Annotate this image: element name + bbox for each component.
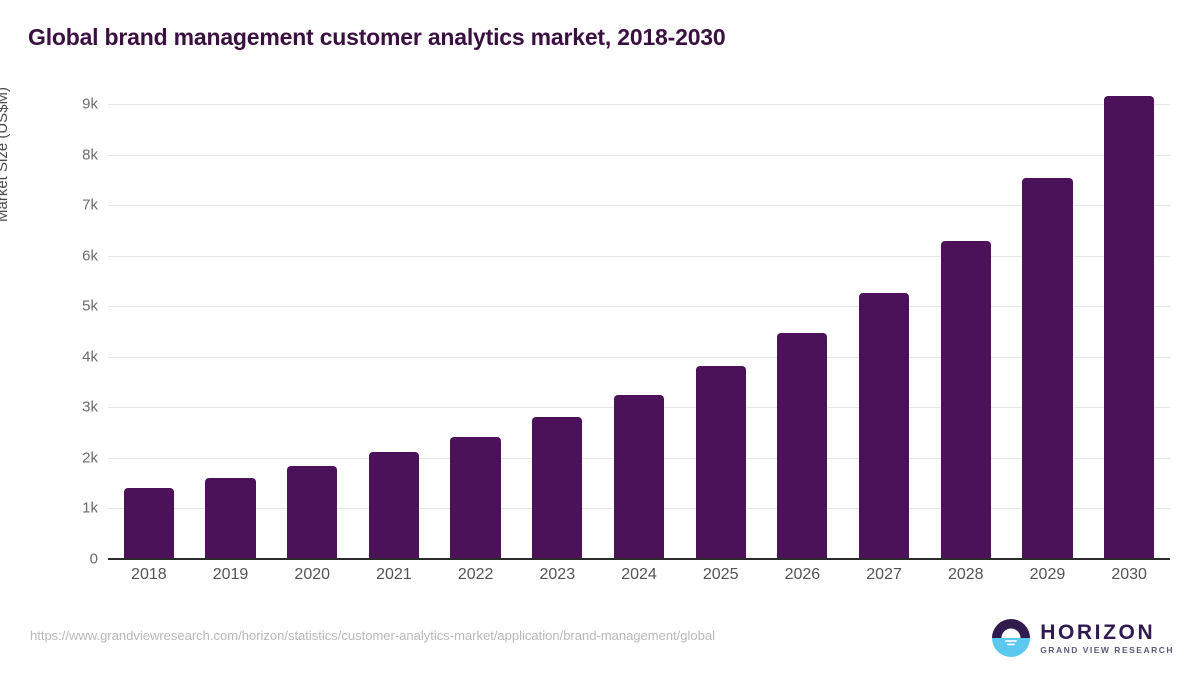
bar[interactable] — [532, 417, 583, 559]
source-url[interactable]: https://www.grandviewresearch.com/horizo… — [30, 628, 715, 643]
gridline — [108, 255, 1170, 257]
plot-area — [108, 96, 1170, 560]
y-tick-label: 6k — [82, 247, 98, 265]
y-tick-label: 3k — [82, 398, 98, 416]
x-tick-label: 2022 — [457, 566, 494, 583]
bar[interactable] — [205, 478, 256, 559]
chart-title: Global brand management customer analyti… — [28, 24, 726, 50]
x-tick-label: 2024 — [621, 566, 657, 583]
y-axis-title: Market Size (US$M) — [0, 86, 11, 222]
y-axis-tick-labels: 0 1k 2k 3k 4k 5k 6k 7k 8k 9k — [28, 96, 98, 568]
y-tick-label: 9k — [82, 95, 98, 113]
gridline — [108, 306, 1170, 308]
bar[interactable] — [123, 488, 174, 559]
x-tick-label: 2021 — [376, 566, 412, 583]
horizon-sunrise-icon — [992, 619, 1031, 657]
bar[interactable] — [1104, 96, 1155, 559]
x-tick-label: 2027 — [866, 566, 902, 583]
bar[interactable] — [368, 452, 420, 559]
y-tick-label: 5k — [82, 297, 98, 315]
y-tick-label: 1k — [82, 499, 98, 517]
logo-text: HORIZON GRAND VIEW RESEARCH — [1040, 622, 1174, 655]
bar[interactable] — [695, 366, 746, 559]
x-tick-label: 2030 — [1111, 566, 1147, 583]
x-tick-label: 2026 — [784, 566, 821, 583]
x-tick-label: 2018 — [131, 566, 167, 583]
brand-logo: HORIZON GRAND VIEW RESEARCH — [991, 617, 1174, 659]
logo-wordmark: HORIZON — [1040, 620, 1156, 644]
y-tick-label: 0 — [89, 550, 98, 568]
y-tick-label: 7k — [82, 196, 98, 214]
bar[interactable] — [858, 292, 910, 559]
bar[interactable] — [940, 241, 991, 559]
x-tick-label: 2029 — [1029, 566, 1066, 583]
bars-layer — [108, 96, 1170, 559]
x-tick-label: 2025 — [702, 566, 739, 583]
y-tick-label: 8k — [82, 146, 98, 164]
bar[interactable] — [613, 395, 665, 559]
bar[interactable] — [1022, 177, 1073, 559]
gridline — [108, 356, 1170, 358]
bar[interactable] — [287, 466, 338, 559]
y-tick-label: 2k — [82, 449, 98, 467]
logo-tagline: GRAND VIEW RESEARCH — [1040, 644, 1174, 655]
gridline — [108, 154, 1170, 156]
x-tick-label: 2020 — [294, 566, 331, 583]
x-tick-label: 2019 — [212, 566, 249, 583]
x-tick-label: 2028 — [947, 566, 984, 583]
bar[interactable] — [777, 333, 828, 559]
y-tick-label: 4k — [82, 348, 98, 366]
x-tick-label: 2023 — [539, 566, 576, 583]
x-axis-line — [108, 558, 1170, 560]
bar[interactable] — [450, 436, 501, 559]
x-axis-tick-labels: 2018 2019 2020 2021 2022 2023 2024 2025 2026 2027… — [108, 566, 1170, 594]
gridline — [108, 104, 1170, 105]
gridline — [108, 205, 1170, 207]
